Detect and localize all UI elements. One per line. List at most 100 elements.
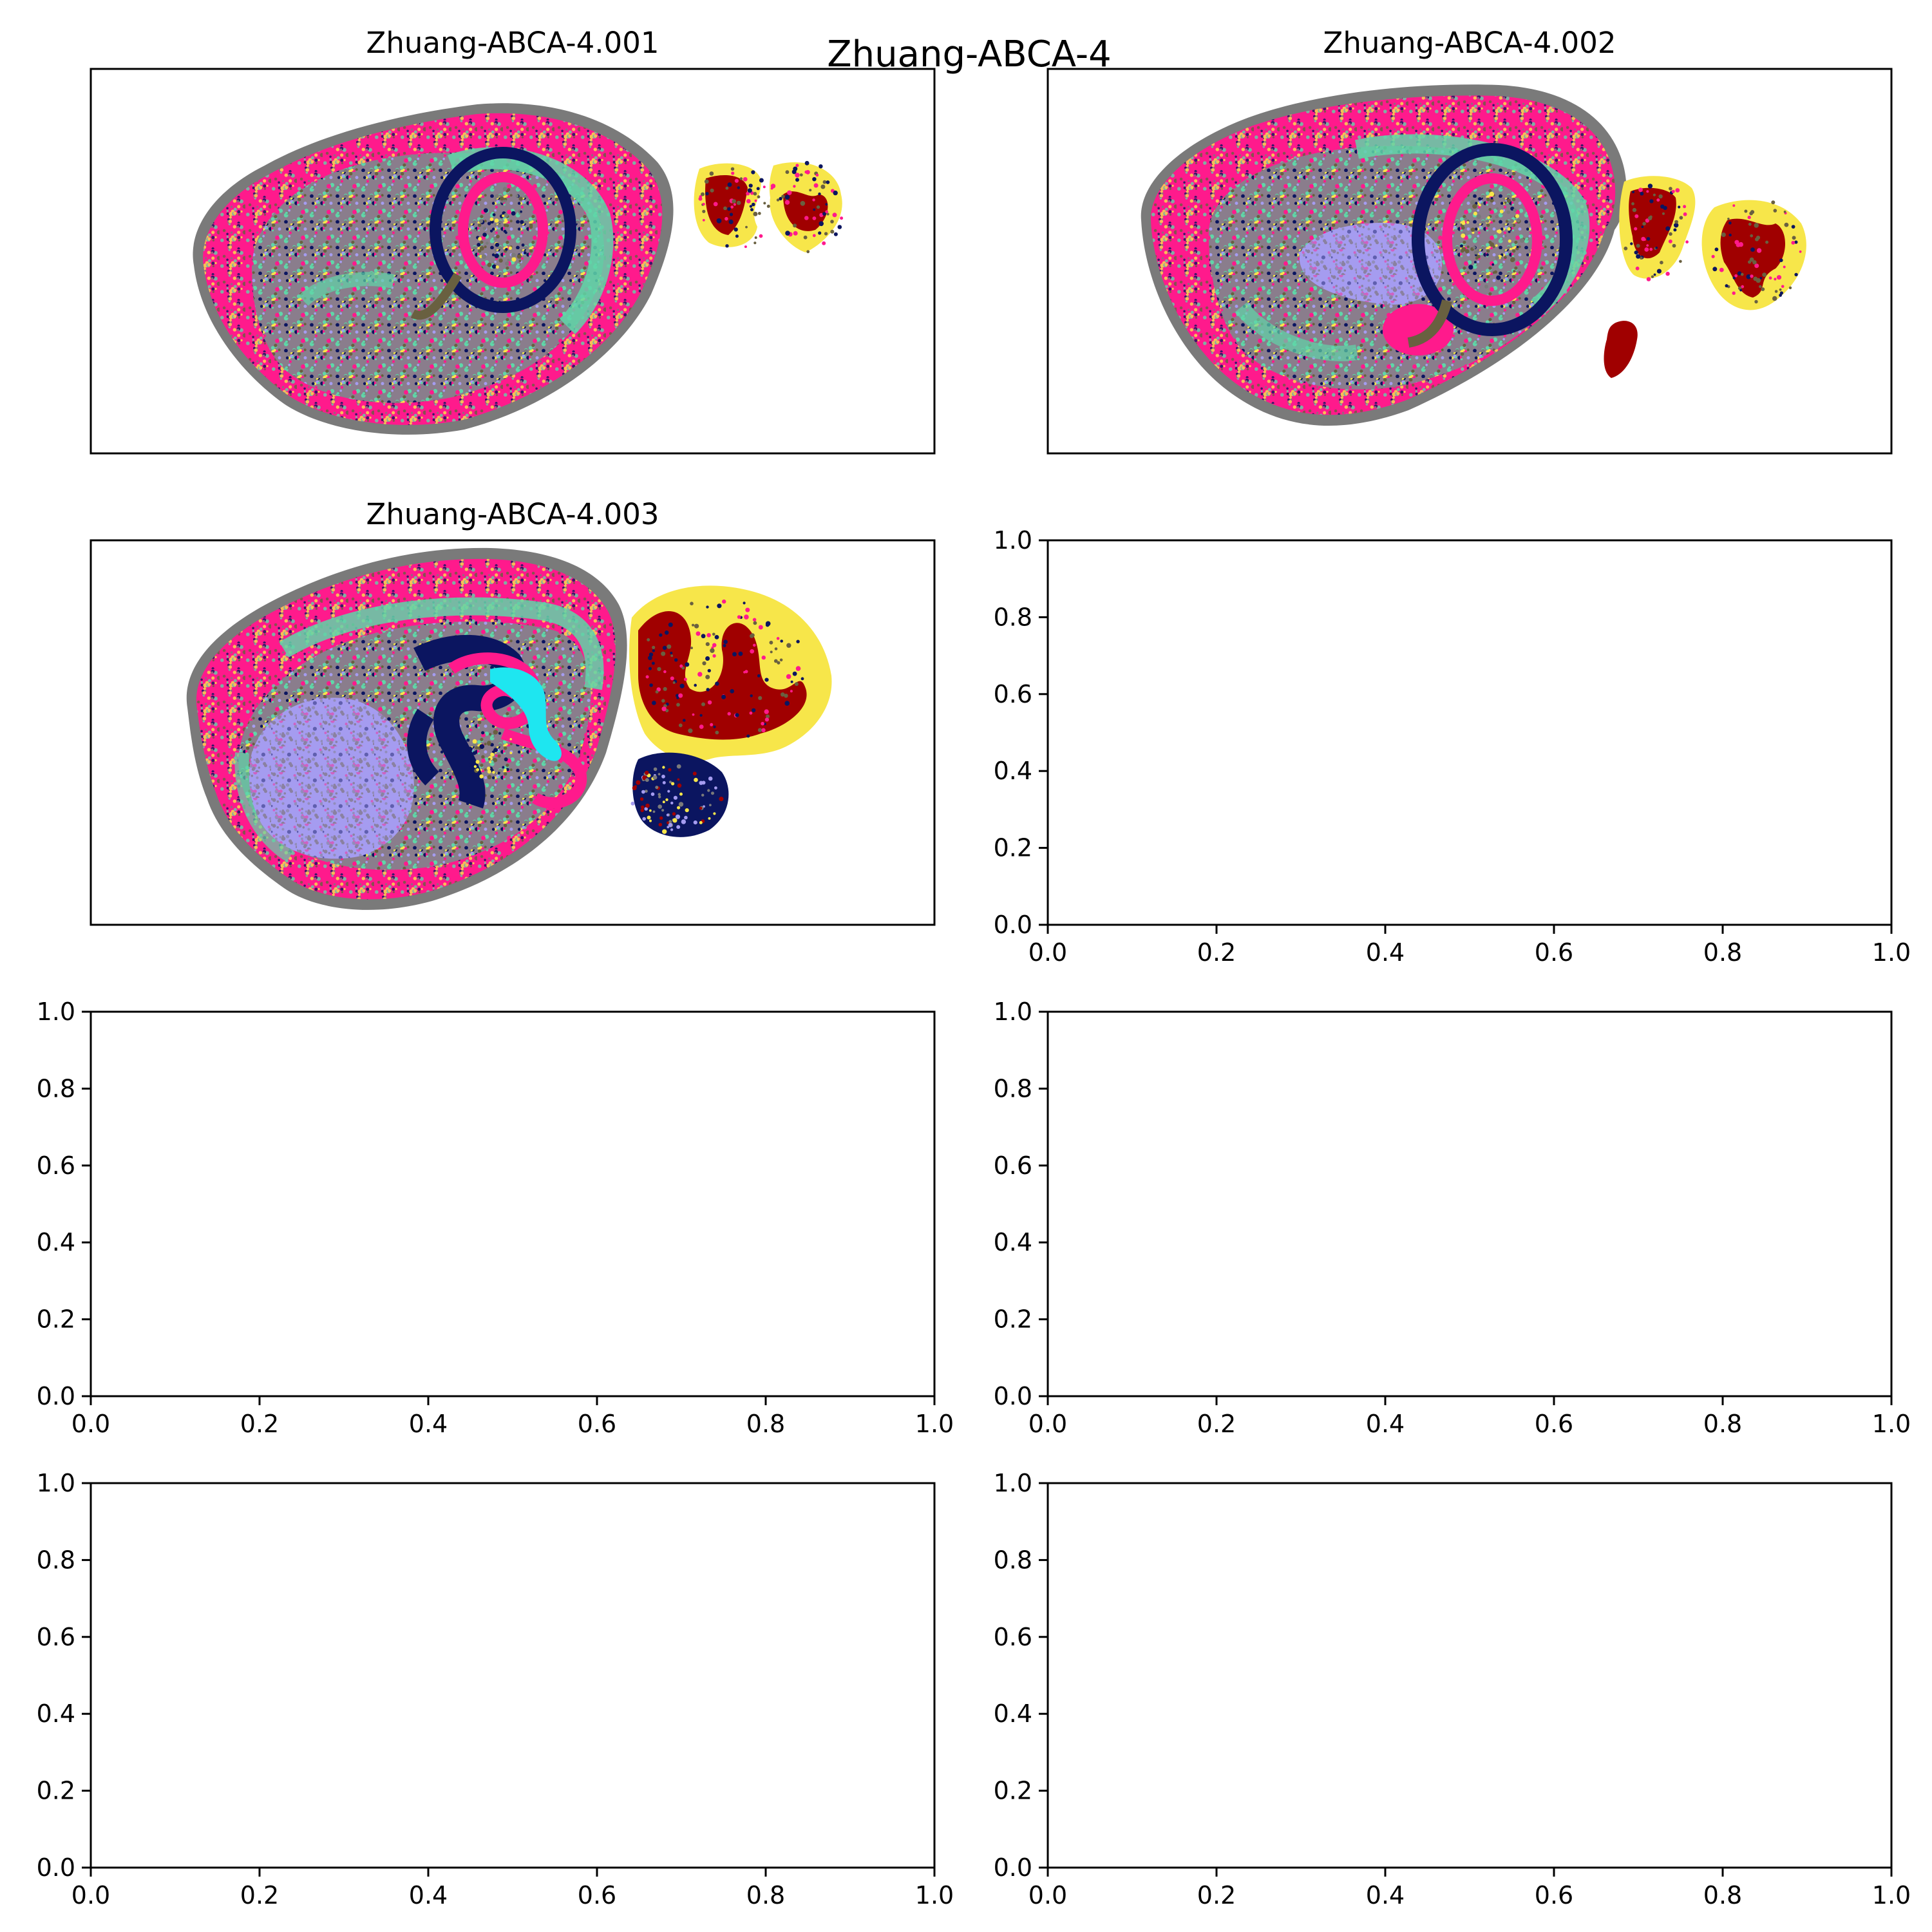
axes-frame <box>1046 539 1893 926</box>
axes-frame <box>1046 1010 1893 1397</box>
panel-title: Zhuang-ABCA-4.003 <box>366 497 659 531</box>
y-tick-label: 1.0 <box>37 1469 75 1497</box>
y-tick-label: 0.0 <box>994 1853 1032 1882</box>
tract-left <box>410 272 462 320</box>
brainstem-lobe <box>1604 321 1638 378</box>
deep-cortex-band <box>279 597 604 690</box>
panel-7: 0.0 0.2 0.4 0.6 0.8 1.0 0.0 0.2 0.4 0.6 0.8 1.0 <box>37 1469 954 1909</box>
y-tick-label: 0.6 <box>994 1623 1032 1651</box>
ring-core-dots <box>1460 191 1525 289</box>
x-tick-label: 0.4 <box>1366 938 1405 967</box>
hippocampus-dark <box>413 634 527 809</box>
y-tick-label: 0.4 <box>994 757 1032 785</box>
dentate-ring <box>458 172 548 288</box>
x-tick-label: 0.0 <box>1028 1881 1067 1909</box>
cerebellum-granular <box>638 611 807 740</box>
x-tick-label: 0.0 <box>71 1881 110 1909</box>
dentate-lower <box>500 728 587 809</box>
x-tick-label: 1.0 <box>915 1410 954 1438</box>
x-tick-label: 0.6 <box>1535 1881 1573 1909</box>
x-tick-label: 1.0 <box>1872 1410 1911 1438</box>
x-tick-label: 0.4 <box>409 1881 448 1909</box>
panel-3: Zhuang-ABCA-4.003 <box>90 497 936 926</box>
y-tick-label: 0.6 <box>994 680 1032 708</box>
x-tick-label: 0.6 <box>1535 938 1573 967</box>
y-tick-label: 0.4 <box>994 1228 1032 1256</box>
y-tick-label: 0.6 <box>994 1151 1032 1180</box>
panel-title: Zhuang-ABCA-4.001 <box>366 26 659 60</box>
ring-core-dots <box>473 187 533 269</box>
x-tick-label: 0.6 <box>578 1881 616 1909</box>
hippocampal-ring <box>430 147 576 313</box>
x-tick-label: 0.4 <box>409 1410 448 1438</box>
y-tick-label: 0.0 <box>994 911 1032 939</box>
scatter-section-2 <box>1141 84 1806 426</box>
y-tick-label: 0.8 <box>994 1074 1032 1103</box>
cerebellum-granular-2 <box>783 191 828 231</box>
ventricle-region <box>490 667 562 761</box>
axes-frame <box>90 1482 936 1869</box>
hippocampal-ring <box>1412 143 1573 336</box>
x-tick-label: 1.0 <box>1872 938 1911 967</box>
cerebellum-granular-1 <box>705 175 748 235</box>
y-tick-label: 0.2 <box>994 834 1032 862</box>
x-tick-label: 1.0 <box>915 1881 954 1909</box>
x-tick-label: 0.0 <box>1028 938 1067 967</box>
x-tick-label: 0.4 <box>1366 1410 1405 1438</box>
x-tick-label: 0.2 <box>1197 1881 1236 1909</box>
x-tick-label: 0.8 <box>746 1410 785 1438</box>
interior-speckle <box>252 153 605 403</box>
y-tick-label: 0.8 <box>37 1074 75 1103</box>
x-tick-label: 0.8 <box>1703 1410 1742 1438</box>
cerebellum-dots-1 <box>698 167 770 249</box>
y-tick-label: 0.2 <box>994 1777 1032 1805</box>
y-tick-label: 1.0 <box>37 998 75 1026</box>
panel-4: 0.0 0.2 0.4 0.6 0.8 1.0 0.0 0.2 0.4 0.6 0.8 1.0 <box>994 526 1911 967</box>
y-tick-label: 0.4 <box>37 1700 75 1728</box>
y-tick-label: 0.4 <box>37 1228 75 1256</box>
y-tick-label: 0.0 <box>37 1853 75 1882</box>
axes-frame <box>1046 1482 1893 1869</box>
y-tick-label: 0.0 <box>37 1382 75 1410</box>
x-tick-label: 1.0 <box>1872 1881 1911 1909</box>
y-tick-label: 0.2 <box>37 1305 75 1334</box>
dentate-ring <box>1442 173 1542 306</box>
hippocampus-dark-2 <box>407 708 440 786</box>
x-tick-label: 0.8 <box>1703 938 1742 967</box>
panel-8: 0.0 0.2 0.4 0.6 0.8 1.0 0.0 0.2 0.4 0.6 0.8 1.0 <box>994 1469 1911 1909</box>
deep-band-left <box>298 272 395 307</box>
x-tick-label: 0.8 <box>1703 1881 1742 1909</box>
y-tick-label: 0.8 <box>994 1546 1032 1574</box>
y-tick-label: 0.6 <box>37 1623 75 1651</box>
x-tick-label: 0.2 <box>1197 938 1236 967</box>
x-tick-label: 0.4 <box>1366 1881 1405 1909</box>
deep-band-left <box>234 752 294 862</box>
hippo-core-dots <box>466 730 513 779</box>
x-tick-label: 0.2 <box>240 1881 279 1909</box>
x-tick-label: 0.2 <box>240 1410 279 1438</box>
y-tick-label: 1.0 <box>994 1469 1032 1497</box>
striatum-speckle <box>1299 223 1442 305</box>
x-tick-label: 0.6 <box>1535 1410 1573 1438</box>
y-tick-label: 0.4 <box>994 1700 1032 1728</box>
y-tick-label: 0.8 <box>994 603 1032 631</box>
y-tick-label: 0.0 <box>994 1382 1032 1410</box>
tract-left <box>1407 299 1452 348</box>
axes-frame <box>90 539 936 926</box>
y-tick-label: 0.2 <box>994 1305 1032 1334</box>
panel-6: 0.0 0.2 0.4 0.6 0.8 1.0 0.0 0.2 0.4 0.6 0.8 1.0 <box>994 998 1911 1438</box>
panel-2: Zhuang-ABCA-4.002 <box>1046 26 1893 455</box>
brainstem-dots <box>630 764 724 834</box>
cerebellum-dots <box>645 599 804 738</box>
scatter-section-3 <box>186 547 832 910</box>
x-tick-label: 0.8 <box>746 1881 785 1909</box>
cerebellum-granular-1 <box>1629 187 1676 259</box>
panel-title: Zhuang-ABCA-4.002 <box>1323 26 1616 60</box>
figure-suptitle: Zhuang-ABCA-4 <box>827 33 1111 75</box>
axes-frame <box>1046 68 1893 455</box>
cerebellum-dots-2 <box>770 160 844 254</box>
cerebellum-dots-2 <box>1711 200 1802 304</box>
x-tick-label: 0.2 <box>1197 1410 1236 1438</box>
panel-1: Zhuang-ABCA-4.001 <box>90 26 936 455</box>
